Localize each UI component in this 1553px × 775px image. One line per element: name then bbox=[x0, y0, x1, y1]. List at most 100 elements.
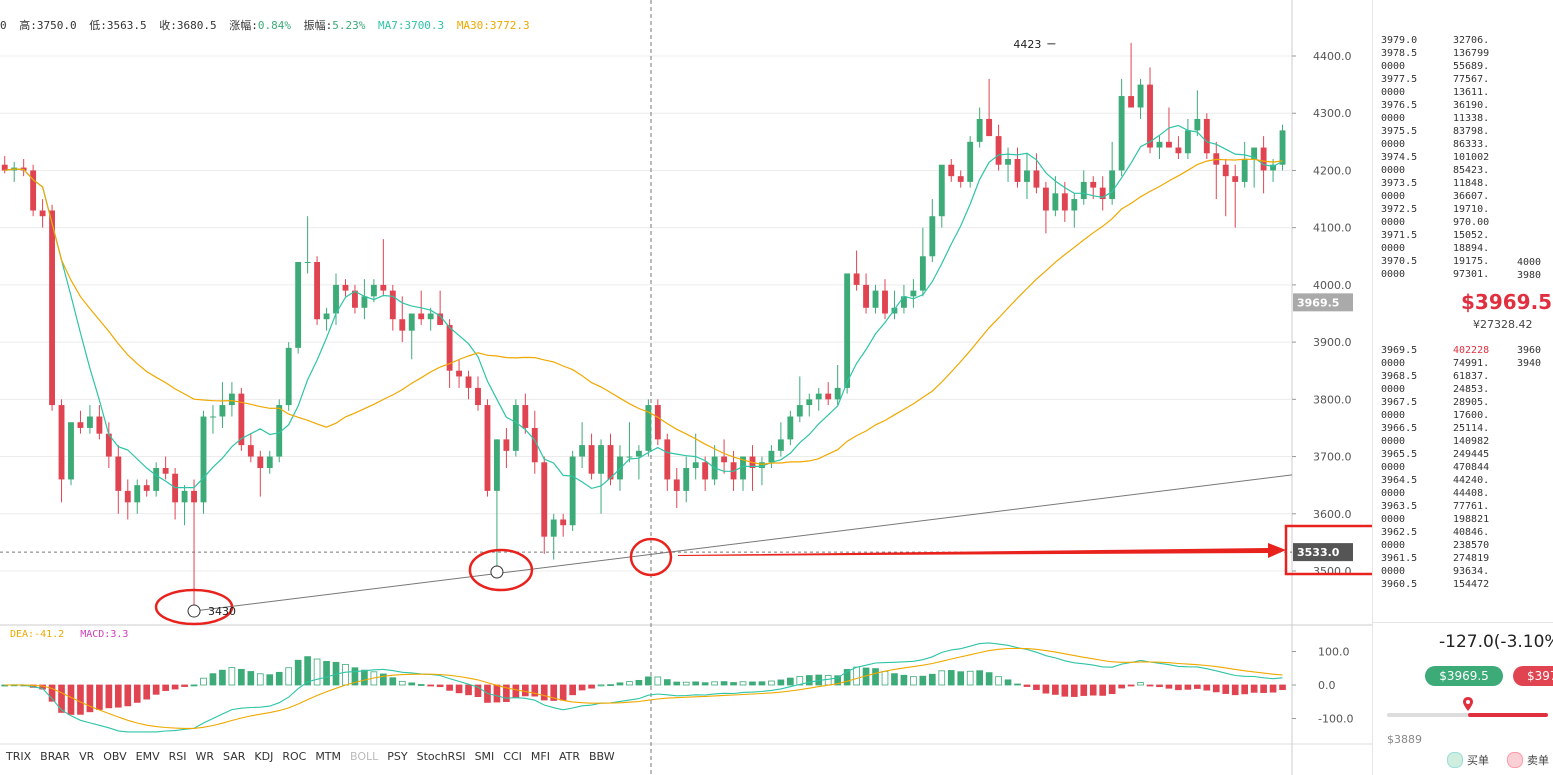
candle-body[interactable] bbox=[191, 490, 197, 503]
ask-row[interactable]: 3976.5 36190. bbox=[1381, 99, 1511, 112]
candle-body[interactable] bbox=[30, 170, 37, 211]
candle-body[interactable] bbox=[872, 290, 879, 308]
candle-body[interactable] bbox=[512, 405, 519, 451]
candle-body[interactable] bbox=[493, 439, 500, 491]
ask-row[interactable]: 0000 55689. bbox=[1381, 60, 1511, 73]
indicator-tab-emv[interactable]: EMV bbox=[135, 750, 160, 763]
candle-body[interactable] bbox=[1118, 96, 1125, 171]
ask-row[interactable]: 3978.5 136799 bbox=[1381, 47, 1511, 60]
candle-body[interactable] bbox=[1203, 118, 1210, 154]
candle-body[interactable] bbox=[427, 313, 434, 320]
candle-body[interactable] bbox=[238, 393, 245, 446]
candle-body[interactable] bbox=[721, 456, 728, 463]
candle-body[interactable] bbox=[342, 284, 349, 291]
candle-body[interactable] bbox=[1080, 181, 1087, 200]
candle-body[interactable] bbox=[1090, 181, 1097, 188]
bid-row[interactable]: 0000 470844 bbox=[1381, 461, 1511, 474]
indicator-tab-stochrsi[interactable]: StochRSI bbox=[416, 750, 466, 763]
bid-row[interactable]: 3964.5 44240. bbox=[1381, 474, 1511, 487]
ask-row[interactable]: 3974.5 101002 bbox=[1381, 151, 1511, 164]
candle-body[interactable] bbox=[1099, 187, 1106, 200]
ask-row[interactable]: 0000 85423. bbox=[1381, 164, 1511, 177]
candle-body[interactable] bbox=[1005, 159, 1011, 165]
candle-body[interactable] bbox=[541, 462, 548, 537]
candle-body[interactable] bbox=[314, 262, 321, 320]
candle-body[interactable] bbox=[389, 290, 396, 320]
candle-body[interactable] bbox=[673, 479, 680, 491]
candle-body[interactable] bbox=[844, 273, 851, 388]
candle-body[interactable] bbox=[607, 445, 614, 480]
candle-body[interactable] bbox=[276, 405, 283, 457]
indicator-tab-trix[interactable]: TRIX bbox=[6, 750, 32, 763]
buy-price-button[interactable]: $3969.5 bbox=[1425, 666, 1503, 686]
candle-body[interactable] bbox=[1071, 199, 1078, 211]
candle-body[interactable] bbox=[645, 405, 652, 451]
candle-body[interactable] bbox=[938, 164, 945, 217]
candle-body[interactable] bbox=[210, 416, 216, 418]
candle-body[interactable] bbox=[181, 490, 188, 503]
bid-row[interactable]: 3960.5 154472 bbox=[1381, 578, 1511, 591]
candle-body[interactable] bbox=[787, 416, 794, 440]
candle-body[interactable] bbox=[626, 456, 633, 458]
ask-row[interactable]: 3971.5 15052. bbox=[1381, 229, 1511, 242]
candle-body[interactable] bbox=[49, 210, 55, 406]
candle-body[interactable] bbox=[96, 416, 103, 434]
candle-body[interactable] bbox=[1128, 96, 1135, 108]
candle-body[interactable] bbox=[768, 450, 775, 463]
candle-body[interactable] bbox=[1166, 141, 1172, 148]
candle-body[interactable] bbox=[399, 319, 406, 331]
ask-row[interactable]: 0000 86333. bbox=[1381, 138, 1511, 151]
candle-body[interactable] bbox=[285, 347, 292, 406]
candle-body[interactable] bbox=[759, 462, 765, 468]
candle-body[interactable] bbox=[777, 439, 784, 451]
ask-row[interactable]: 3973.5 11848. bbox=[1381, 177, 1511, 190]
candle-body[interactable] bbox=[228, 393, 235, 406]
candle-body[interactable] bbox=[815, 393, 822, 400]
candle-body[interactable] bbox=[882, 290, 888, 314]
bid-row[interactable]: 3965.5 249445 bbox=[1381, 448, 1511, 461]
candle-body[interactable] bbox=[1270, 164, 1277, 171]
candle-body[interactable] bbox=[664, 439, 671, 480]
candle-body[interactable] bbox=[986, 118, 993, 137]
candle-body[interactable] bbox=[702, 462, 709, 480]
indicator-tab-vr[interactable]: VR bbox=[79, 750, 95, 763]
candle-body[interactable] bbox=[1222, 164, 1229, 177]
candle-body[interactable] bbox=[333, 284, 339, 314]
indicator-tab-psy[interactable]: PSY bbox=[387, 750, 408, 763]
ask-row[interactable]: 0000 97301. bbox=[1381, 268, 1511, 281]
candle-body[interactable] bbox=[853, 273, 860, 285]
candle-body[interactable] bbox=[910, 290, 917, 297]
candle-body[interactable] bbox=[1232, 176, 1239, 182]
candle-body[interactable] bbox=[77, 422, 84, 428]
candle-body[interactable] bbox=[588, 445, 595, 474]
candle-body[interactable] bbox=[323, 313, 330, 320]
candle-body[interactable] bbox=[1175, 147, 1182, 154]
bid-row[interactable]: 3967.5 28905. bbox=[1381, 396, 1511, 409]
candle-body[interactable] bbox=[796, 405, 803, 417]
indicator-tab-boll[interactable]: BOLL bbox=[350, 750, 379, 763]
candle-body[interactable] bbox=[550, 519, 557, 537]
ask-row[interactable]: 3972.5 19710. bbox=[1381, 203, 1511, 216]
ask-row[interactable]: 0000 13611. bbox=[1381, 86, 1511, 99]
ask-row[interactable]: 3975.5 83798. bbox=[1381, 125, 1511, 138]
candle-body[interactable] bbox=[352, 290, 358, 308]
indicator-tab-wr[interactable]: WR bbox=[195, 750, 215, 763]
bid-row[interactable]: 3963.5 77761. bbox=[1381, 500, 1511, 513]
indicator-tab-bbw[interactable]: BBW bbox=[589, 750, 615, 763]
candle-body[interactable] bbox=[1052, 193, 1059, 211]
candle-body[interactable] bbox=[967, 141, 974, 182]
bid-row[interactable]: 3966.5 25114. bbox=[1381, 422, 1511, 435]
trend-anchor-2[interactable] bbox=[490, 565, 504, 579]
bid-row[interactable]: 3961.5 274819 bbox=[1381, 552, 1511, 565]
candle-body[interactable] bbox=[1260, 147, 1267, 171]
candle-body[interactable] bbox=[247, 445, 254, 457]
indicator-tab-obv[interactable]: OBV bbox=[103, 750, 127, 763]
bid-row[interactable]: 0000 74991. bbox=[1381, 357, 1511, 370]
candle-body[interactable] bbox=[1137, 84, 1144, 108]
candle-body[interactable] bbox=[1279, 130, 1286, 165]
bid-row[interactable]: 0000 24853. bbox=[1381, 383, 1511, 396]
candle-body[interactable] bbox=[200, 416, 207, 503]
candle-body[interactable] bbox=[957, 176, 964, 182]
candle-body[interactable] bbox=[295, 262, 302, 348]
